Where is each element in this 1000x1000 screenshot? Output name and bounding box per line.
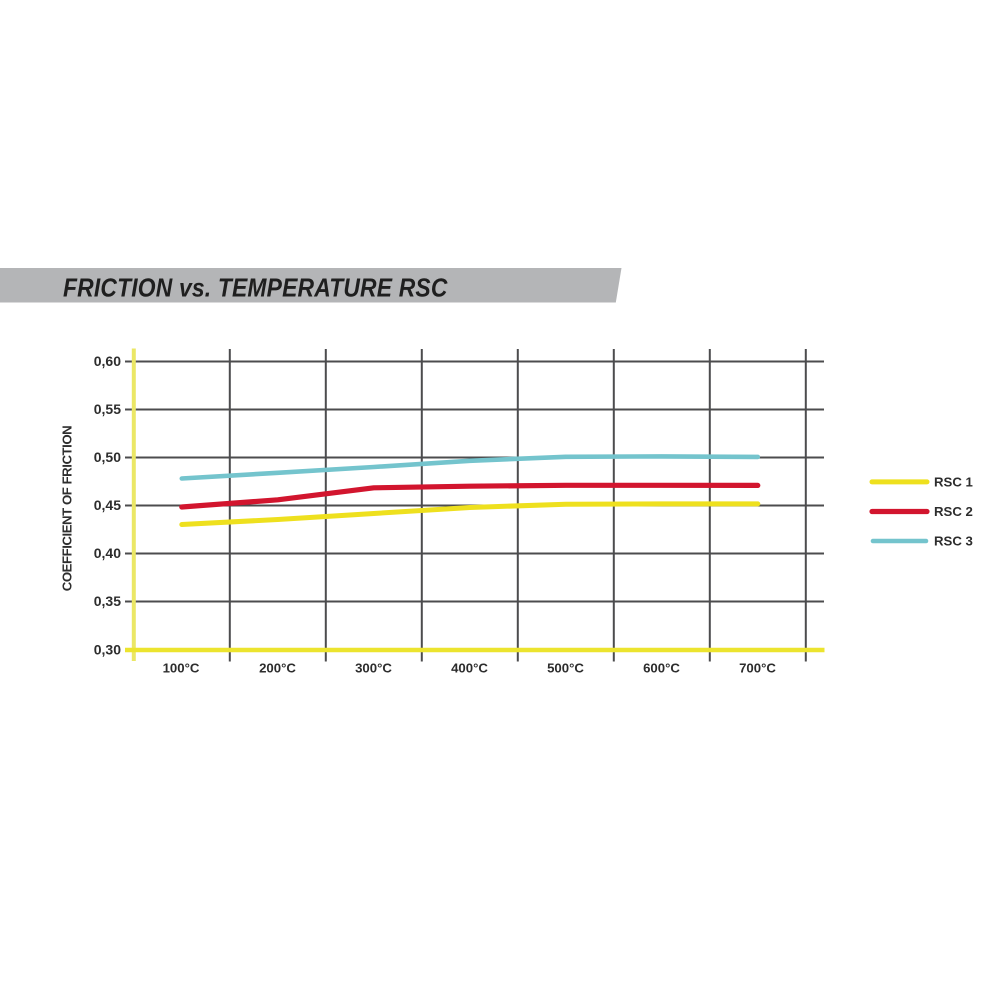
svg-text:FRICTION vs. TEMPERATURE RSC: FRICTION vs. TEMPERATURE RSC — [63, 274, 448, 302]
svg-text:600°C: 600°C — [643, 661, 680, 676]
svg-text:0,55: 0,55 — [94, 401, 121, 417]
svg-text:0,35: 0,35 — [94, 593, 121, 609]
svg-text:300°C: 300°C — [355, 661, 392, 676]
svg-text:200°C: 200°C — [259, 661, 296, 676]
svg-text:400°C: 400°C — [451, 661, 488, 676]
svg-text:COEFFICIENT OF FRICTION: COEFFICIENT OF FRICTION — [60, 426, 75, 591]
svg-text:100°C: 100°C — [163, 661, 200, 676]
svg-text:500°C: 500°C — [547, 661, 584, 676]
svg-text:0,30: 0,30 — [94, 642, 121, 658]
svg-text:RSC 2: RSC 2 — [934, 504, 973, 519]
svg-text:0,50: 0,50 — [94, 449, 121, 465]
svg-text:0,45: 0,45 — [94, 497, 121, 513]
svg-text:700°C: 700°C — [739, 661, 776, 676]
svg-text:0,60: 0,60 — [94, 353, 121, 369]
svg-text:0,40: 0,40 — [94, 545, 121, 561]
svg-text:RSC 1: RSC 1 — [934, 474, 973, 489]
svg-text:RSC 3: RSC 3 — [934, 534, 973, 549]
